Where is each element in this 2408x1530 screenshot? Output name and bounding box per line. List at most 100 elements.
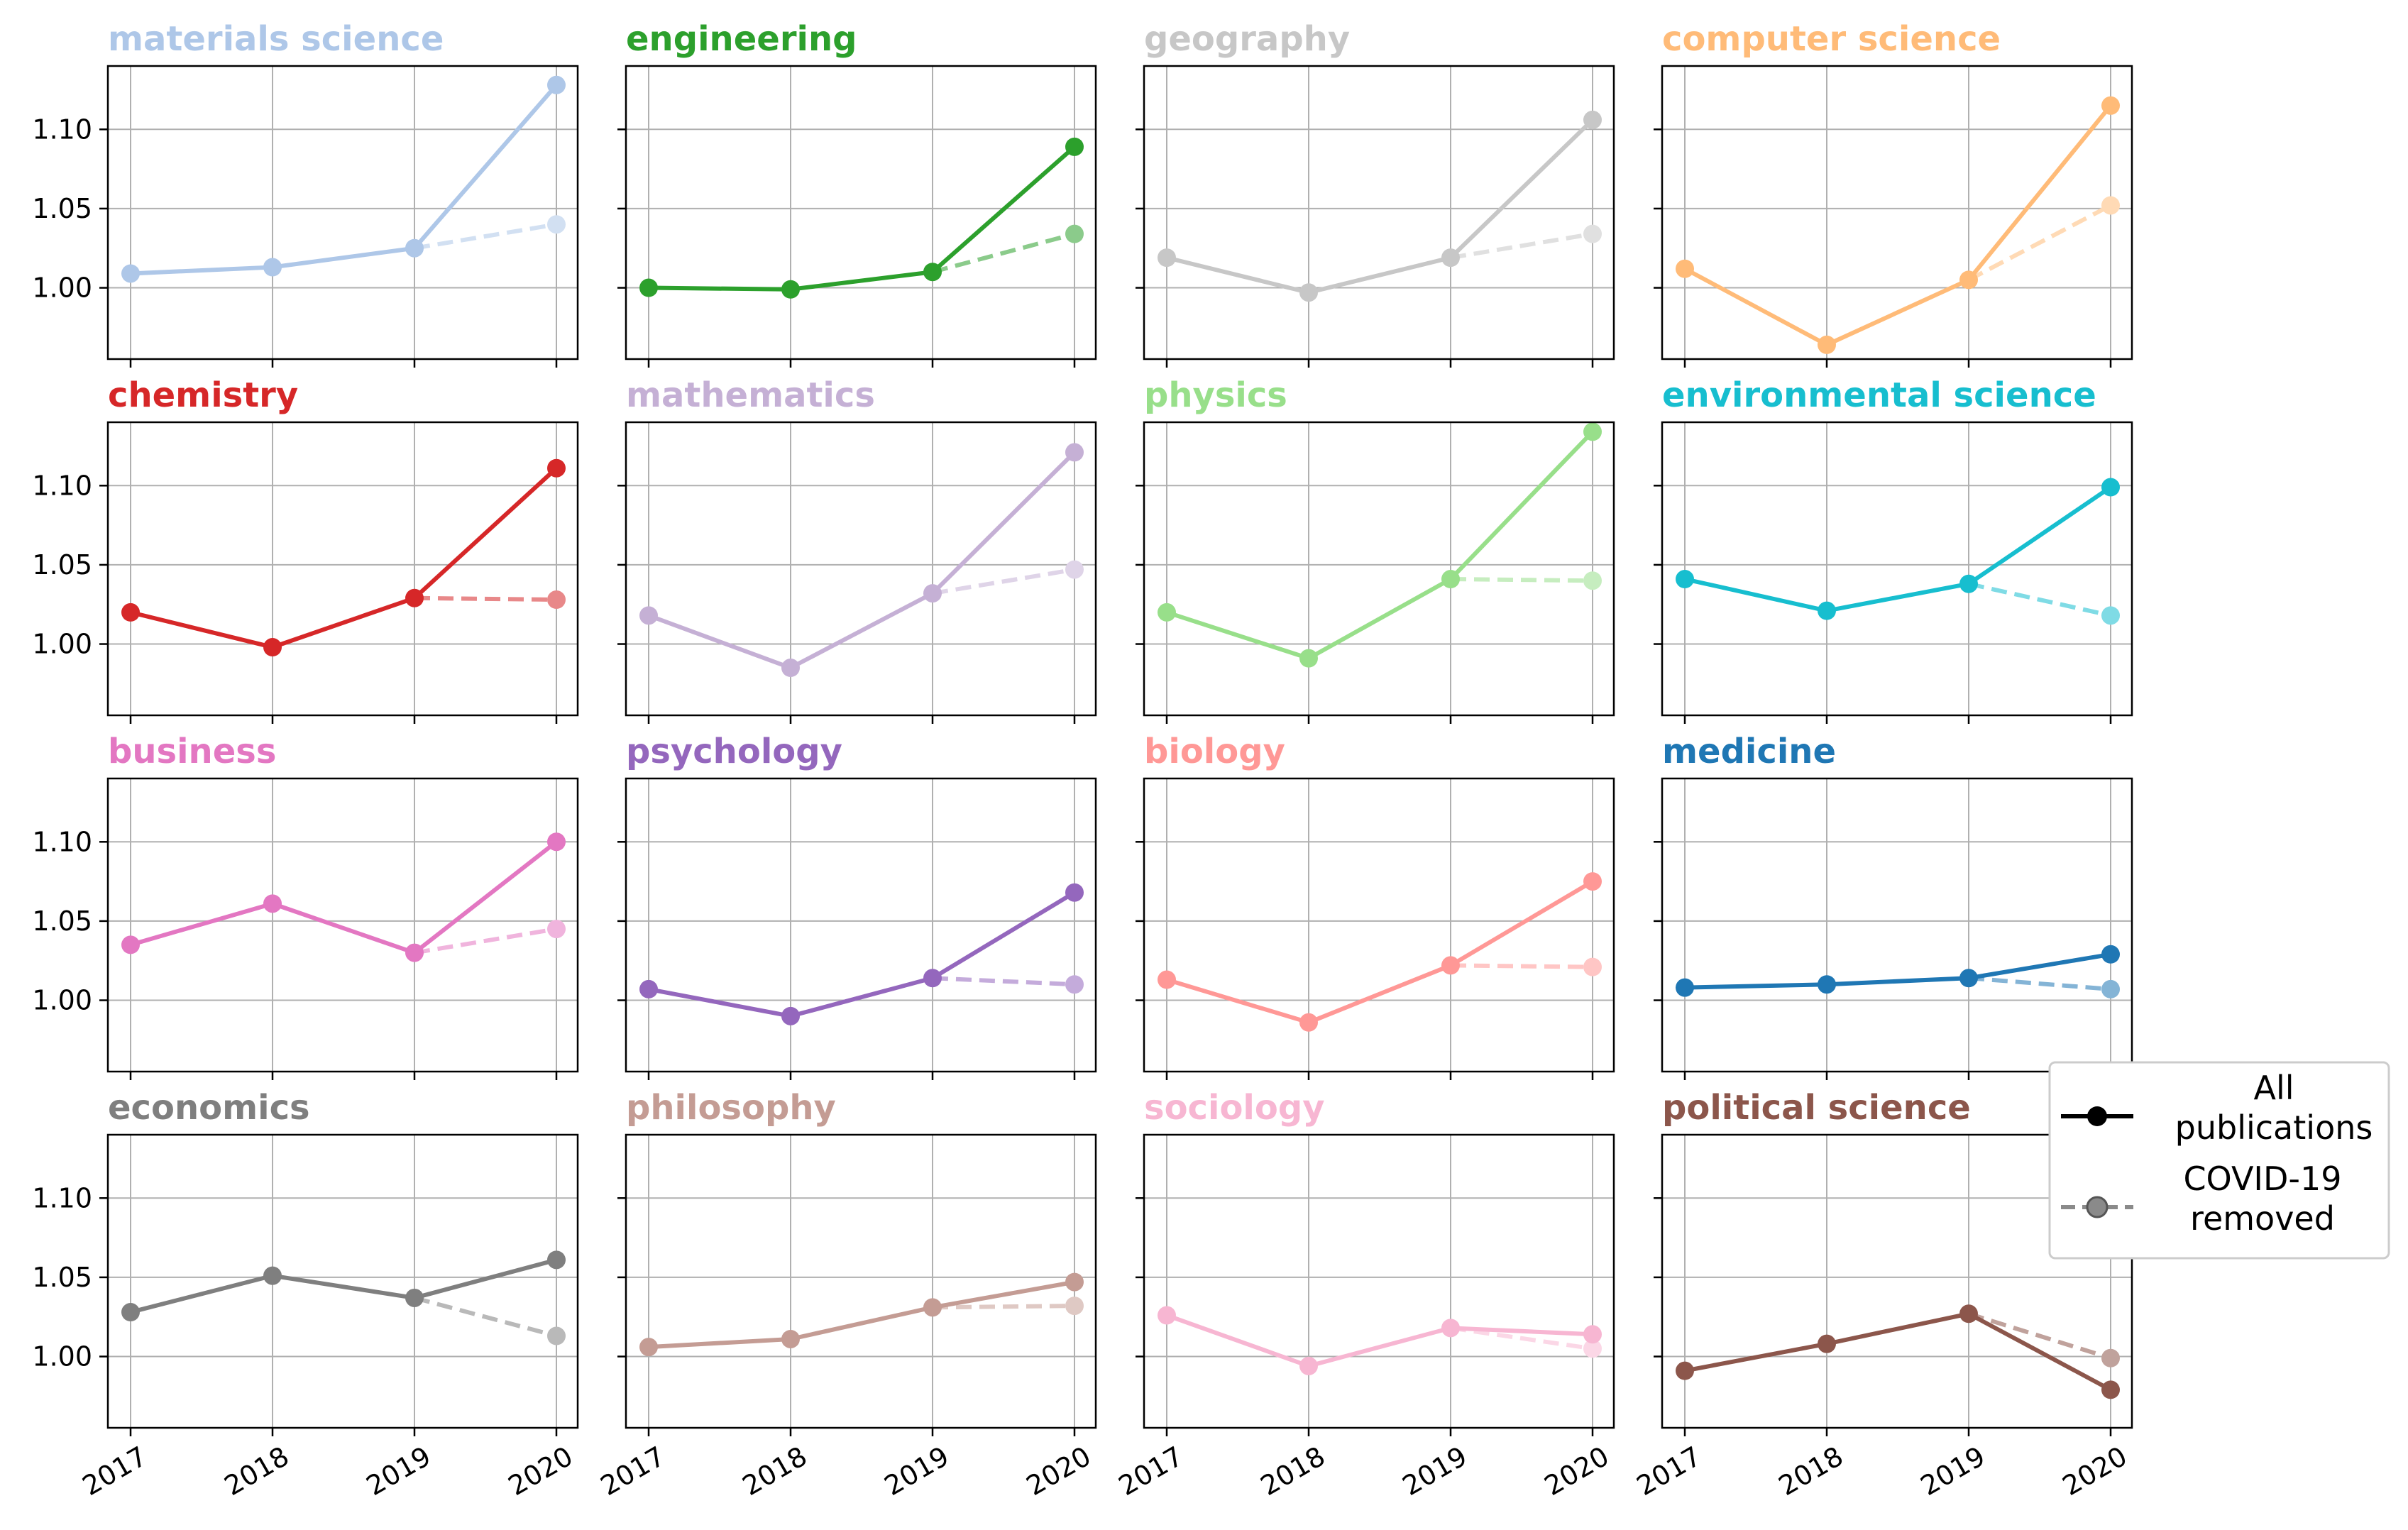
plot-frame	[1661, 65, 2133, 361]
plot-frame	[625, 65, 1097, 361]
x-tick-label: 2020	[1539, 1441, 1615, 1502]
point-all-publications	[1583, 110, 1602, 129]
series-line-covid-removed	[1450, 1326, 1593, 1351]
plot-frame	[1143, 1133, 1615, 1429]
point-all-publications	[781, 659, 800, 678]
series-line-covid-removed	[932, 567, 1075, 596]
point-all-publications	[263, 894, 282, 913]
series-line-all-publications	[1684, 1311, 2112, 1392]
point-all-publications	[781, 1006, 800, 1025]
panel-title: business	[108, 732, 276, 771]
point-covid-removed	[1065, 975, 1084, 994]
plot-area	[1144, 422, 1614, 715]
y-tick-label: 1.10	[32, 1182, 92, 1213]
point-all-publications	[263, 638, 282, 657]
series-line-covid-removed	[414, 1296, 557, 1338]
legend-label-line: COVID-19	[2183, 1160, 2341, 1198]
series-line-all-publications	[130, 1257, 557, 1314]
point-all-publications	[639, 278, 658, 297]
x-tick-label: 2018	[219, 1441, 295, 1502]
point-all-publications	[1676, 570, 1694, 589]
panel-title: physics	[1144, 375, 1287, 415]
point-covid-removed	[1065, 560, 1084, 579]
point-all-publications	[1299, 649, 1318, 668]
series-line-all-publications	[130, 466, 559, 650]
panel-physics: physics	[1136, 375, 1615, 724]
series-line-covid-removed	[414, 927, 557, 955]
point-covid-removed	[2101, 1348, 2120, 1367]
point-all-publications	[1583, 1325, 1602, 1344]
point-all-publications	[1818, 1334, 1836, 1353]
point-all-publications	[639, 979, 658, 998]
point-covid-removed	[1065, 224, 1084, 243]
point-all-publications	[781, 280, 800, 299]
point-all-publications	[405, 588, 424, 607]
panel-materials-science: materials science 1.00 1.05 1.10	[32, 19, 579, 368]
point-all-publications	[1299, 283, 1318, 302]
plot-frame	[1661, 777, 2133, 1073]
point-all-publications	[121, 602, 140, 622]
y-tick-label: 1.10	[32, 114, 92, 145]
y-tick-label: 1.00	[32, 985, 92, 1016]
plot-area	[108, 1135, 578, 1428]
series-line-all-publications	[648, 891, 1076, 1018]
x-tick-label: 2019	[361, 1441, 436, 1502]
point-all-publications	[1676, 1361, 1694, 1380]
series-line-covid-removed	[1968, 976, 2111, 991]
point-all-publications	[1441, 248, 1460, 268]
point-all-publications	[923, 1298, 942, 1317]
series-line-all-publications	[1165, 1313, 1593, 1368]
x-tick-label: 2018	[1255, 1441, 1331, 1502]
plot-frame	[106, 777, 579, 1073]
y-tick-label: 1.00	[32, 273, 92, 304]
panel-title: engineering	[626, 19, 857, 59]
panel-title: biology	[1144, 732, 1285, 771]
series-line-covid-removed	[414, 595, 557, 602]
y-tick-label: 1.00	[32, 1341, 92, 1372]
point-all-publications	[121, 935, 140, 954]
x-tick-label: 2019	[879, 1441, 955, 1502]
point-covid-removed	[547, 1326, 566, 1345]
point-all-publications	[1818, 335, 1836, 354]
x-tick-label: 2019	[1915, 1441, 1991, 1502]
series-line-all-publications	[648, 1279, 1075, 1350]
point-all-publications	[263, 258, 282, 277]
point-all-publications	[547, 1250, 566, 1270]
point-all-publications	[1676, 259, 1694, 278]
point-all-publications	[405, 1288, 424, 1307]
point-covid-removed	[1583, 957, 1602, 976]
panel-mathematics: mathematics	[617, 375, 1097, 724]
x-tick-label: 2019	[1397, 1441, 1473, 1502]
legend-marker-dashed	[2086, 1196, 2109, 1218]
panel-psychology: psychology	[617, 732, 1097, 1080]
point-covid-removed	[1583, 224, 1602, 243]
legend-label-line: All	[2253, 1069, 2294, 1107]
x-tick-label: 2020	[1021, 1441, 1096, 1502]
panel-environmental-science: environmental science	[1654, 375, 2133, 724]
point-all-publications	[1158, 1306, 1176, 1325]
legend-marker-solid	[2087, 1106, 2107, 1126]
point-all-publications	[1065, 883, 1084, 902]
point-all-publications	[781, 1329, 800, 1348]
point-all-publications	[1158, 602, 1176, 622]
point-all-publications	[2101, 945, 2120, 964]
plot-area	[1662, 422, 2132, 715]
series-line-all-publications	[130, 83, 559, 276]
plot-area	[1662, 66, 2132, 359]
point-covid-removed	[2101, 196, 2120, 215]
series-line-all-publications	[1166, 879, 1594, 1025]
legend-frame	[2048, 1061, 2390, 1260]
point-all-publications	[1065, 443, 1084, 462]
series-line-all-publications	[130, 840, 558, 955]
x-tick-label: 2018	[1774, 1441, 1849, 1502]
point-covid-removed	[1583, 1339, 1602, 1358]
plot-frame	[1661, 421, 2133, 717]
y-tick-label: 1.05	[32, 193, 92, 224]
series-line-all-publications	[1166, 430, 1595, 661]
point-all-publications	[547, 832, 566, 852]
legend-label-line: removed	[2190, 1199, 2335, 1238]
series-line-covid-removed	[1968, 1311, 2111, 1360]
legend-box: All publications COVID-19 removed	[2048, 1061, 2390, 1260]
point-covid-removed	[2101, 979, 2120, 998]
series-line-covid-removed	[1450, 231, 1593, 260]
